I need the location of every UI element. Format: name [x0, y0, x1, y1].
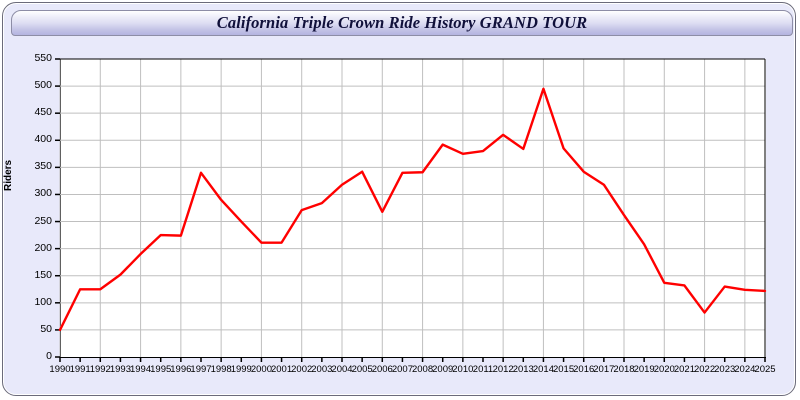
y-tick-label: 100: [34, 295, 52, 308]
x-tick-label: 2009: [432, 364, 454, 375]
x-tick-label: 1994: [129, 364, 152, 375]
x-tick-label: 1993: [109, 364, 131, 375]
y-tick-label: 50: [40, 322, 52, 335]
x-tick-label: 2022: [693, 364, 716, 375]
y-tick-label: 250: [34, 214, 52, 227]
x-tick-label: 2016: [573, 364, 595, 375]
x-tick-label: 2023: [714, 364, 736, 375]
y-tick-label: 300: [34, 187, 52, 200]
y-tick-label: 500: [34, 79, 52, 92]
x-tick-label: 2000: [250, 364, 272, 375]
x-tick-label: 1995: [150, 364, 172, 375]
y-tick-label: 0: [46, 350, 52, 362]
x-tick-label: 2021: [673, 364, 695, 375]
plot-area: [60, 59, 766, 358]
x-tick-label: 2003: [311, 364, 333, 375]
x-tick-label: 2019: [633, 364, 655, 375]
x-tick-label: 2014: [532, 364, 554, 375]
y-tick-label: 150: [34, 268, 52, 281]
x-tick-label: 2010: [452, 364, 474, 375]
x-tick-label: 2001: [270, 364, 293, 375]
x-tick-label: 1997: [190, 364, 212, 375]
x-tick-label: 2017: [593, 364, 615, 375]
x-tick-label: 2011: [472, 364, 494, 375]
plot-container: Riders 0 50 100 150 200 250 300 350 400 450 500 550…: [3, 41, 793, 391]
x-tick-label: 2012: [492, 364, 514, 375]
y-tick-label: 350: [34, 160, 52, 173]
x-tick-label: 2024: [734, 364, 756, 375]
x-tick-label: 2002: [291, 364, 313, 375]
x-tick-label: 2015: [552, 364, 575, 375]
x-tick-label: 2006: [371, 364, 393, 375]
x-tick-label: 1996: [170, 364, 192, 375]
x-tick-label: 2025: [754, 364, 776, 375]
y-tick-label: 550: [34, 52, 52, 64]
chart-title: California Triple Crown Ride History GRA…: [216, 13, 588, 32]
x-tick-label: 2008: [411, 364, 434, 375]
x-tick-label: 2004: [331, 364, 353, 375]
window-frame: California Triple Crown Ride History GRA…: [2, 2, 796, 396]
window-titlebar: California Triple Crown Ride History GRA…: [11, 10, 793, 36]
y-tick-label: 200: [34, 241, 52, 254]
x-tick-label: 2007: [391, 364, 413, 375]
x-tick-label: 2020: [653, 364, 675, 375]
line-chart-svg: [55, 58, 767, 362]
x-tick-label: 1990: [49, 364, 71, 375]
x-tick-label: 2005: [351, 364, 373, 375]
x-tick-label: 1991: [69, 364, 91, 375]
x-tick-label: 1998: [210, 364, 232, 375]
y-tick-label: 400: [34, 133, 52, 146]
x-tick-label: 2013: [512, 364, 534, 375]
x-tick-label: 2018: [613, 364, 635, 375]
x-tick-label: 1992: [89, 364, 111, 375]
y-tick-label: 450: [34, 106, 52, 119]
x-tick-label: 1999: [230, 364, 252, 375]
